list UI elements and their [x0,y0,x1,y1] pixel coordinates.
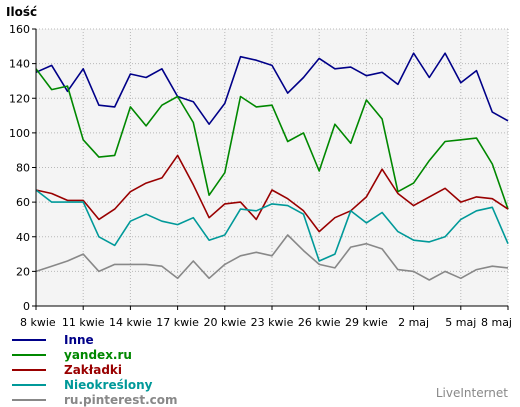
x-tick-label: 29 kwie [345,316,388,329]
x-tick-label: 5 maj [445,316,476,329]
x-tick-label: 26 kwie [298,316,341,329]
x-tick-label: 20 kwie [203,316,246,329]
y-tick-label: 80 [16,162,30,175]
line-chart: 0 20 40 60 80 100 120 140 160 8 kwie 11 kwie 14 kwi… [6,5,512,329]
legend-swatch [12,338,46,341]
legend-swatch [12,353,46,356]
y-tick-label: 140 [9,58,30,71]
x-tick-label: 8 kwie [20,316,56,329]
series-line [35,52,509,125]
legend-item-inne: Inne [12,332,178,347]
legend-label: yandex.ru [64,347,132,362]
series-line [35,189,509,262]
x-tick-label: 11 kwie [62,316,105,329]
y-tick-label: 0 [23,300,30,313]
legend-swatch [12,398,46,401]
legend-item-zakladki: Zakładki [12,362,178,377]
series-line [35,68,509,210]
y-tick-label: 20 [16,265,30,278]
x-tick-label: 23 kwie [251,316,294,329]
x-tick-label: 2 maj [398,316,429,329]
legend-item-nieokreslony: Nieokreślony [12,377,178,392]
y-tick-label: 40 [16,231,30,244]
legend-item-pinterest: ru.pinterest.com [12,392,178,407]
x-tick-label: 17 kwie [156,316,199,329]
legend-item-yandex: yandex.ru [12,347,178,362]
y-tick-label: 60 [16,196,30,209]
legend-swatch [12,368,46,371]
watermark: LiveInternet [435,386,508,400]
legend-label: Inne [64,332,94,347]
legend-label: Nieokreślony [64,377,153,392]
y-tick-label: 100 [9,127,30,140]
legend-label: ru.pinterest.com [64,392,178,407]
series-layer [35,52,509,281]
axes: 0 20 40 60 80 100 120 140 160 8 kwie 11 kwie 14 kwi… [9,23,512,329]
series-line [35,234,509,281]
series-line [35,154,509,233]
y-tick-label: 160 [9,23,30,36]
x-tick-label: 14 kwie [109,316,152,329]
legend: Inne yandex.ru Zakładki Nieokreślony ru.… [12,332,178,407]
grid [35,28,509,307]
legend-label: Zakładki [64,362,123,377]
legend-swatch [12,383,46,386]
y-axis-label: Ilość [6,5,37,19]
x-tick-label: 8 maj [481,316,512,329]
y-tick-label: 120 [9,92,30,105]
